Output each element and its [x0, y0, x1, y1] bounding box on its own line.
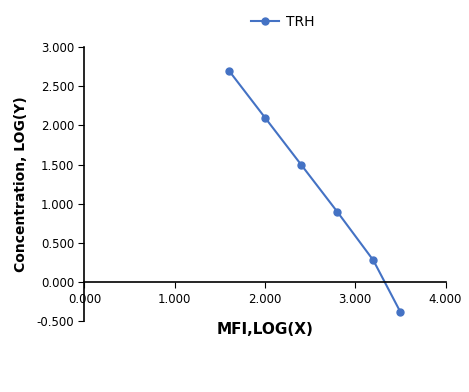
- TRH: [226, 68, 232, 73]
- TRH: [371, 258, 376, 263]
- Legend: TRH: TRH: [246, 9, 320, 34]
- Line: TRH: TRH: [226, 67, 404, 316]
- TRH: [262, 115, 268, 120]
- X-axis label: MFI,LOG(X): MFI,LOG(X): [217, 322, 313, 338]
- TRH: [298, 162, 304, 167]
- Y-axis label: Concentration, LOG(Y): Concentration, LOG(Y): [14, 96, 28, 272]
- TRH: [334, 209, 340, 214]
- TRH: [398, 310, 403, 314]
